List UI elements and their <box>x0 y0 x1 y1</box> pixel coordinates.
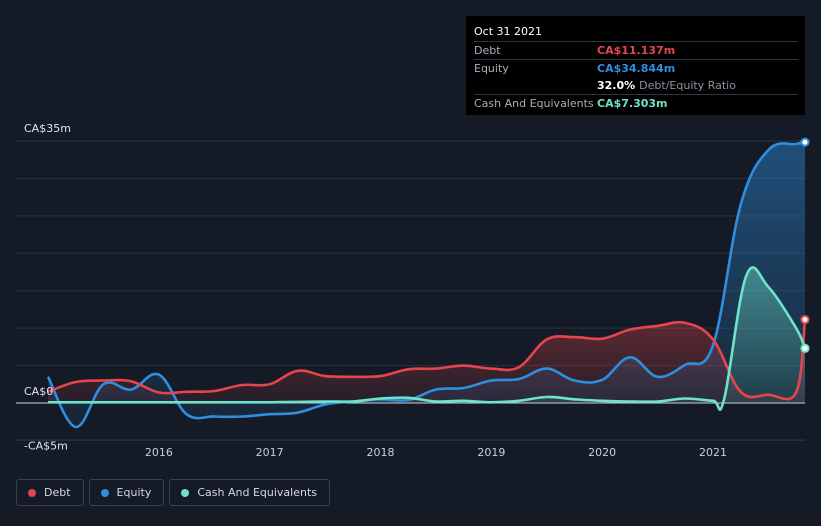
x-tick-label: 2017 <box>256 446 284 459</box>
legend-item-equity[interactable]: Equity <box>88 479 165 506</box>
debt-end-marker <box>800 315 810 325</box>
x-tick-label: 2016 <box>145 446 173 459</box>
y-tick-label: CA$35m <box>24 122 71 135</box>
legend-equity-label: Equity <box>116 486 152 499</box>
tooltip-debt-label: Debt <box>474 44 501 57</box>
end-markers <box>800 137 810 353</box>
tooltip-cash-value: CA$7.303m <box>597 97 668 110</box>
tooltip-ratio-value: 32.0% <box>597 79 636 92</box>
y-axis-ticks: CA$35m CA$0 -CA$5m <box>24 122 71 452</box>
x-tick-label: 2019 <box>477 446 505 459</box>
legend-item-debt[interactable]: Debt <box>16 479 84 506</box>
tooltip-row-debt: Debt CA$11.137m <box>474 41 798 59</box>
legend-item-cash[interactable]: Cash And Equivalents <box>169 479 330 506</box>
cash-line <box>48 266 807 411</box>
debt-area <box>48 319 805 403</box>
series-lines <box>46 140 807 429</box>
x-tick-label: 2021 <box>699 446 727 459</box>
tooltip-panel: Oct 31 2021 Debt CA$11.137m Equity CA$34… <box>466 16 805 115</box>
equity-end-marker <box>800 137 810 147</box>
tooltip-row-equity: Equity CA$34.844m <box>474 59 798 77</box>
tooltip-row-ratio: 32.0% Debt/Equity Ratio <box>474 77 798 94</box>
chart-legend: Debt Equity Cash And Equivalents <box>16 479 330 506</box>
y-tick-label: CA$0 <box>24 385 53 398</box>
debt-dot-icon <box>28 488 36 497</box>
tooltip-equity-value: CA$34.844m <box>597 62 676 75</box>
cash-dot-icon <box>181 488 190 497</box>
tooltip-cash-label: Cash And Equivalents <box>474 97 594 110</box>
tooltip-equity-label: Equity <box>474 62 509 75</box>
series-areas <box>48 142 805 428</box>
legend-cash-label: Cash And Equivalents <box>197 486 317 499</box>
cash-end-marker <box>800 343 810 353</box>
x-tick-label: 2020 <box>588 446 616 459</box>
equity-line <box>46 140 806 429</box>
x-axis-ticks: 2016 2017 2018 2019 2020 2021 <box>145 446 727 459</box>
tooltip-row-cash: Cash And Equivalents CA$7.303m <box>474 94 798 112</box>
legend-debt-label: Debt <box>44 486 71 499</box>
tooltip-ratio-label: Debt/Equity Ratio <box>639 79 736 92</box>
tooltip-debt-value: CA$11.137m <box>597 44 676 57</box>
tooltip-date: Oct 31 2021 <box>474 25 543 38</box>
x-tick-label: 2018 <box>367 446 395 459</box>
y-tick-label: -CA$5m <box>24 439 68 452</box>
debt-line <box>47 319 807 401</box>
cash-area <box>48 267 805 410</box>
equity-dot-icon <box>100 488 109 497</box>
